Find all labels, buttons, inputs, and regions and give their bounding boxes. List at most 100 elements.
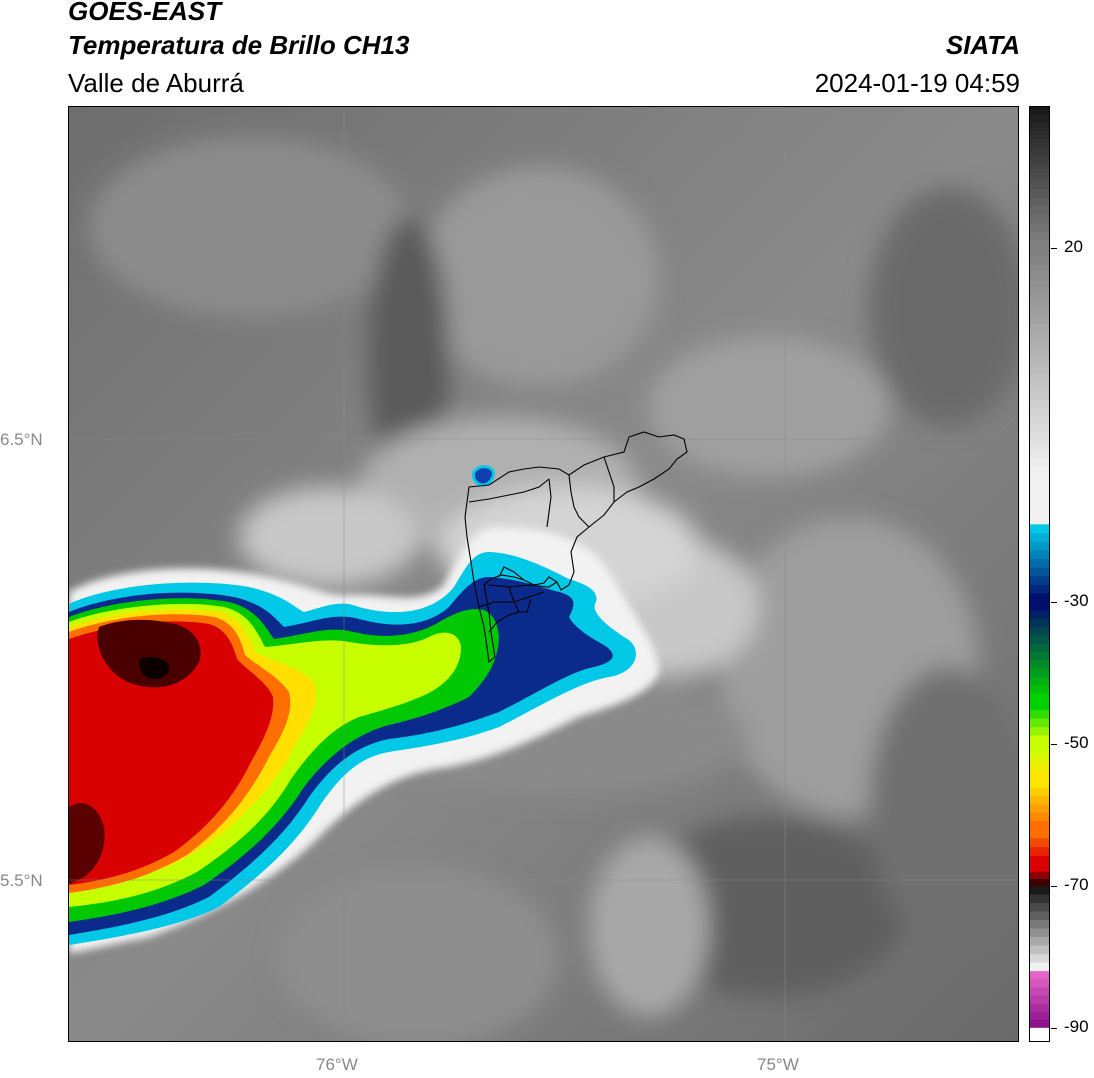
product-title: Temperatura de Brillo CH13 (68, 30, 410, 60)
colorbar-step (1029, 373, 1050, 383)
colorbar-step (1029, 550, 1050, 560)
colorbar-step (1029, 483, 1050, 492)
colorbar-step (1029, 787, 1050, 797)
colorbar-step (1029, 668, 1050, 678)
colorbar-step (1029, 903, 1050, 912)
colorbar-step (1029, 979, 1050, 988)
colorbar-step (1029, 971, 1050, 980)
cloud-red-band (69, 621, 274, 885)
colorbar-tick (1051, 744, 1057, 746)
lat-label-6-5: 6.5°N (0, 430, 43, 449)
colorbar-step (1029, 424, 1050, 434)
colorbar-step (1029, 855, 1050, 866)
colorbar-tick (1051, 886, 1057, 887)
colorbar-tick-label: -70 (1064, 875, 1089, 894)
isolated-cell (472, 465, 495, 487)
colorbar-step (1029, 962, 1050, 972)
colorbar-step (1029, 407, 1050, 417)
satellite-title: GOES-EAST (68, 0, 222, 26)
colorbar-step (1029, 627, 1050, 636)
colorbar-step (1029, 652, 1050, 661)
colorbar-step (1029, 821, 1050, 830)
colorbar-step (1029, 239, 1050, 249)
colorbar-step (1029, 474, 1050, 484)
colorbar-step (1029, 131, 1050, 140)
colorbar-step (1029, 139, 1050, 149)
colorbar-step (1029, 189, 1050, 199)
datetime-label: 2024-01-19 04:59 (814, 68, 1020, 98)
colorbar-step (1029, 247, 1050, 257)
colorbar-step (1029, 281, 1050, 291)
colorbar-tick-label: -30 (1064, 591, 1089, 611)
colorbar-step (1029, 585, 1050, 595)
colorbar-step (1029, 340, 1050, 350)
colorbar-step (1029, 618, 1050, 628)
colorbar-step (1029, 114, 1050, 124)
colorbar-step (1029, 928, 1050, 938)
colorbar-step (1029, 348, 1050, 358)
colorbar-step (1029, 987, 1050, 996)
colorbar-step (1029, 710, 1050, 720)
colorbar (1029, 106, 1050, 1043)
colorbar-step (1029, 829, 1050, 839)
colorbar-border (1029, 106, 1050, 1042)
colorbar-step (1029, 576, 1050, 586)
colorbar-step (1029, 197, 1050, 207)
colorbar-step (1029, 382, 1050, 392)
municipality-boundaries (464, 431, 688, 664)
colorbar-step (1029, 894, 1050, 904)
colorbar-step (1029, 796, 1050, 805)
colorbar-step (1029, 871, 1050, 880)
gridlines (69, 107, 1018, 1041)
colorbar-step (1029, 701, 1050, 711)
colorbar-step (1029, 1003, 1050, 1013)
colorbar-step (1029, 499, 1050, 509)
lon-label-75w: 75°W (757, 1055, 799, 1074)
colorbar-step (1029, 122, 1050, 132)
colorbar-step (1029, 106, 1050, 115)
colorbar-step (1029, 323, 1050, 333)
colorbar-step (1029, 804, 1050, 814)
colorbar-step (1029, 718, 1050, 728)
colorbar-tick (1051, 1027, 1057, 1029)
colorbar-step (1029, 273, 1050, 282)
colorbar-step (1029, 156, 1050, 165)
colorbar-step (1029, 727, 1050, 737)
colorbar-step (1029, 491, 1050, 500)
colorbar-step (1029, 533, 1050, 543)
colorbar-step (1029, 256, 1050, 266)
colorbar-step (1029, 399, 1050, 408)
colorbar-step (1029, 635, 1050, 645)
colorbar-step (1029, 222, 1050, 232)
colorbar-step (1029, 559, 1050, 569)
colorbar-step (1029, 357, 1050, 366)
agency-label: SIATA (945, 30, 1020, 60)
brightness-temperature-map[interactable] (68, 106, 1019, 1042)
colorbar-step (1029, 886, 1050, 895)
colorbar-step (1029, 735, 1050, 745)
colorbar-step (1029, 365, 1050, 375)
colorbar-step (1029, 920, 1050, 929)
colorbar-step (1029, 1027, 1050, 1036)
colorbar-step (1029, 507, 1050, 517)
colorbar-step (1029, 812, 1050, 822)
colorbar-step (1029, 1019, 1050, 1029)
colorbar-step (1029, 164, 1050, 174)
cloud-dark-red-south (69, 803, 105, 884)
colorbar-tick-label: -90 (1064, 1016, 1089, 1036)
colorbar-step (1029, 315, 1050, 324)
colorbar-step (1029, 214, 1050, 224)
colorbar-step (1029, 466, 1050, 476)
colorbar-step (1029, 289, 1050, 299)
colorbar-tick (1051, 247, 1057, 249)
colorbar-step (1029, 660, 1050, 669)
colorbar-step (1029, 847, 1050, 857)
colorbar-step (1029, 441, 1050, 450)
colorbar-step (1029, 541, 1050, 551)
colorbar-step (1029, 306, 1050, 316)
colorbar-step (1029, 331, 1050, 341)
colorbar-step (1029, 761, 1050, 772)
colorbar-step (1029, 995, 1050, 1004)
colorbar-step (1029, 954, 1050, 963)
colorbar-step (1029, 864, 1050, 873)
